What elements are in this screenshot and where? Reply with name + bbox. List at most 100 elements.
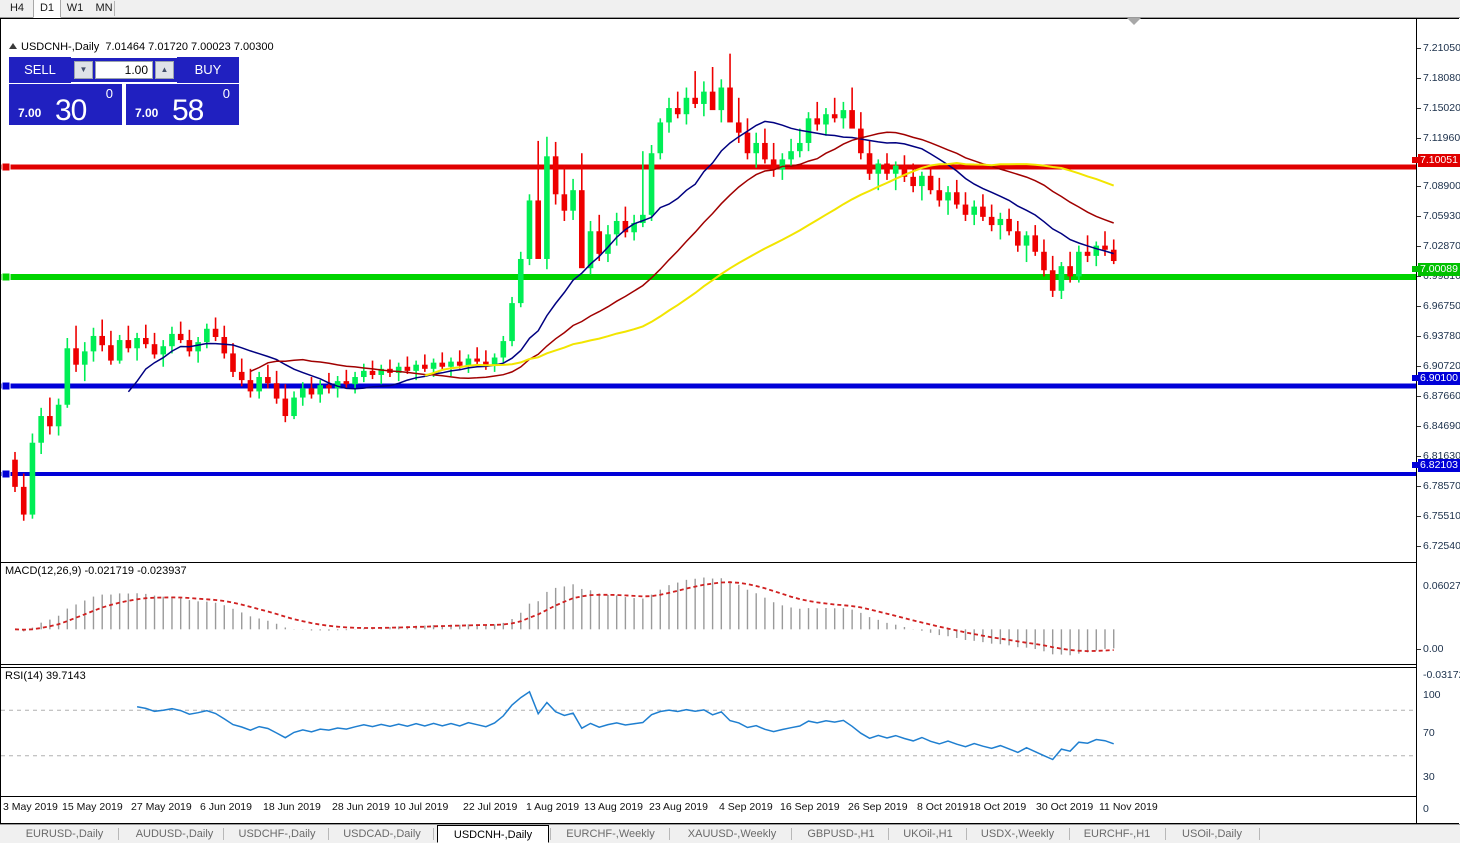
price-tick — [1417, 456, 1421, 457]
symbol-tab-usdx[interactable]: USDX-,Weekly — [980, 828, 1055, 840]
candle-body — [108, 345, 114, 361]
candle-body — [552, 156, 559, 195]
date-label: 28 Jun 2019 — [332, 801, 390, 813]
symbol-tab-gbpusd[interactable]: GBPUSD-,H1 — [807, 828, 875, 840]
symbol-tab-eurusd[interactable]: EURUSD-,Daily — [25, 828, 104, 840]
volume-increment-button[interactable]: ▲ — [155, 61, 174, 79]
candle-body — [326, 385, 332, 389]
level-line-support-blue-2[interactable] — [1, 472, 1416, 476]
price-tick-label: 6.81630 — [1423, 450, 1460, 462]
candle-body — [125, 340, 132, 349]
symbol-tab-eurchf[interactable]: EURCHF-,H1 — [1083, 828, 1151, 840]
level-anchor-support-green[interactable] — [1, 272, 11, 282]
candle-body — [840, 110, 847, 119]
price-tick — [1417, 336, 1421, 337]
symbol-tab-usdcnh[interactable]: USDCNH-,Daily — [437, 825, 549, 843]
date-label: 26 Sep 2019 — [848, 801, 908, 813]
candle-body — [221, 336, 228, 354]
macd-chart-svg — [14, 577, 1115, 656]
level-anchor-resistance-red[interactable] — [1, 162, 11, 172]
rsi-scale-label: 30 — [1423, 771, 1435, 783]
price-pane[interactable] — [1, 19, 1416, 560]
candle-body — [378, 368, 385, 375]
bid-price-pips: 30 — [55, 94, 87, 127]
symbol-tab-xauusd[interactable]: XAUUSD-,Weekly — [687, 828, 777, 840]
price-tick — [1417, 516, 1421, 517]
candle-body — [919, 175, 925, 187]
candle-body — [744, 132, 751, 154]
candle-body — [570, 190, 576, 211]
one-click-trading-panel[interactable]: SELL ▼ 1.00 ▲ BUY 7.00 30 0 7.00 58 0 — [9, 57, 239, 127]
ask-price-display[interactable]: 7.00 58 0 — [126, 84, 239, 127]
price-level-badge[interactable]: 6.90100 — [1418, 372, 1460, 385]
candle-body — [474, 358, 480, 362]
timeframe-h4[interactable]: H4 — [9, 2, 25, 14]
candle-body — [1102, 245, 1108, 250]
candle-body — [709, 91, 716, 111]
timeframe-mn[interactable]: MN — [95, 2, 113, 14]
candle-body — [212, 328, 219, 337]
candle-body — [727, 87, 733, 123]
price-tick-label: 7.18080 — [1423, 72, 1460, 84]
date-axis: 3 May 2019 15 May 2019 27 May 2019 6 Jun 20… — [1, 796, 1416, 823]
buy-label: BUY — [194, 62, 222, 77]
candle-body — [491, 357, 498, 365]
candle-body — [81, 351, 88, 365]
candle-body — [238, 371, 245, 381]
symbol-tab-usdcad[interactable]: USDCAD-,Daily — [343, 828, 421, 840]
candle-body — [884, 163, 890, 174]
price-level-marker-icon — [1412, 375, 1418, 381]
date-label: 8 Oct 2019 — [917, 801, 969, 813]
symbol-tab-audusd[interactable]: AUDUSD-,Daily — [135, 828, 214, 840]
ma-line-slow — [424, 161, 1115, 377]
candle-body — [962, 204, 969, 215]
buy-button[interactable]: BUY — [177, 57, 239, 83]
candle-body — [1006, 218, 1012, 232]
price-tick-label: 6.99810 — [1423, 270, 1460, 282]
candle-body — [151, 344, 158, 355]
scroll-position-marker-icon[interactable] — [1127, 18, 1141, 25]
symbol-tab-ukoil[interactable]: UKOil-,H1 — [903, 828, 953, 840]
symbol-tab-eurchf[interactable]: EURCHF-,Weekly — [566, 828, 655, 840]
volume-input[interactable]: 1.00 — [95, 61, 153, 79]
candle-body — [997, 218, 1004, 226]
price-level-badge[interactable]: 6.82103 — [1418, 459, 1460, 472]
level-line-support-blue-1[interactable] — [1, 383, 1416, 389]
macd-pane[interactable]: MACD(12,26,9) -0.021719 -0.023937 — [1, 562, 1416, 665]
occ-top-row: SELL ▼ 1.00 ▲ BUY — [9, 57, 239, 83]
level-anchor-support-blue-2[interactable] — [1, 469, 11, 479]
price-level-badge[interactable]: 7.10051 — [1418, 154, 1460, 167]
timeframe-w1[interactable]: W1 — [66, 2, 84, 14]
symbol-tab-usdchf[interactable]: USDCHF-,Daily — [238, 828, 316, 840]
macd-scale-label: -0.03172 — [1423, 669, 1460, 681]
chart-symbol-header: USDCNH-,Daily 7.01464 7.01720 7.00023 7.… — [9, 41, 274, 53]
volume-decrement-button[interactable]: ▼ — [74, 61, 93, 79]
price-tick — [1417, 306, 1421, 307]
volume-stepper[interactable]: ▼ 1.00 ▲ — [71, 58, 177, 82]
candle-body — [29, 442, 36, 515]
symbol-tab-usoil[interactable]: USOil-,Daily — [1182, 828, 1242, 840]
collapse-triangle-icon[interactable] — [9, 43, 17, 49]
candle-body — [587, 231, 594, 269]
price-tick — [1417, 426, 1421, 427]
level-anchor-support-blue-1[interactable] — [1, 381, 11, 391]
candle-body — [980, 206, 986, 217]
candle-body — [561, 194, 568, 211]
tab-divider — [888, 828, 889, 840]
timeframe-d1[interactable]: D1 — [33, 0, 61, 18]
bid-price-display[interactable]: 7.00 30 0 — [9, 84, 122, 127]
level-line-support-green[interactable] — [1, 274, 1416, 280]
candle-body — [1049, 270, 1056, 291]
candle-body — [273, 383, 280, 399]
sell-button[interactable]: SELL — [9, 57, 71, 83]
tab-divider — [1259, 828, 1260, 840]
rsi-pane[interactable]: RSI(14) 39.7143 — [1, 667, 1416, 795]
date-label: 3 May 2019 — [3, 801, 58, 813]
price-tick-label: 7.21050 — [1423, 42, 1460, 54]
candle-body — [73, 348, 79, 365]
candle-body — [605, 234, 611, 254]
price-level-badge[interactable]: 7.00089 — [1418, 263, 1460, 276]
candle-body — [282, 398, 289, 417]
candle-body — [134, 338, 140, 349]
price-scale[interactable]: 7.21050 7.18080 7.15020 7.11960 7.08900 7.059… — [1412, 19, 1460, 823]
